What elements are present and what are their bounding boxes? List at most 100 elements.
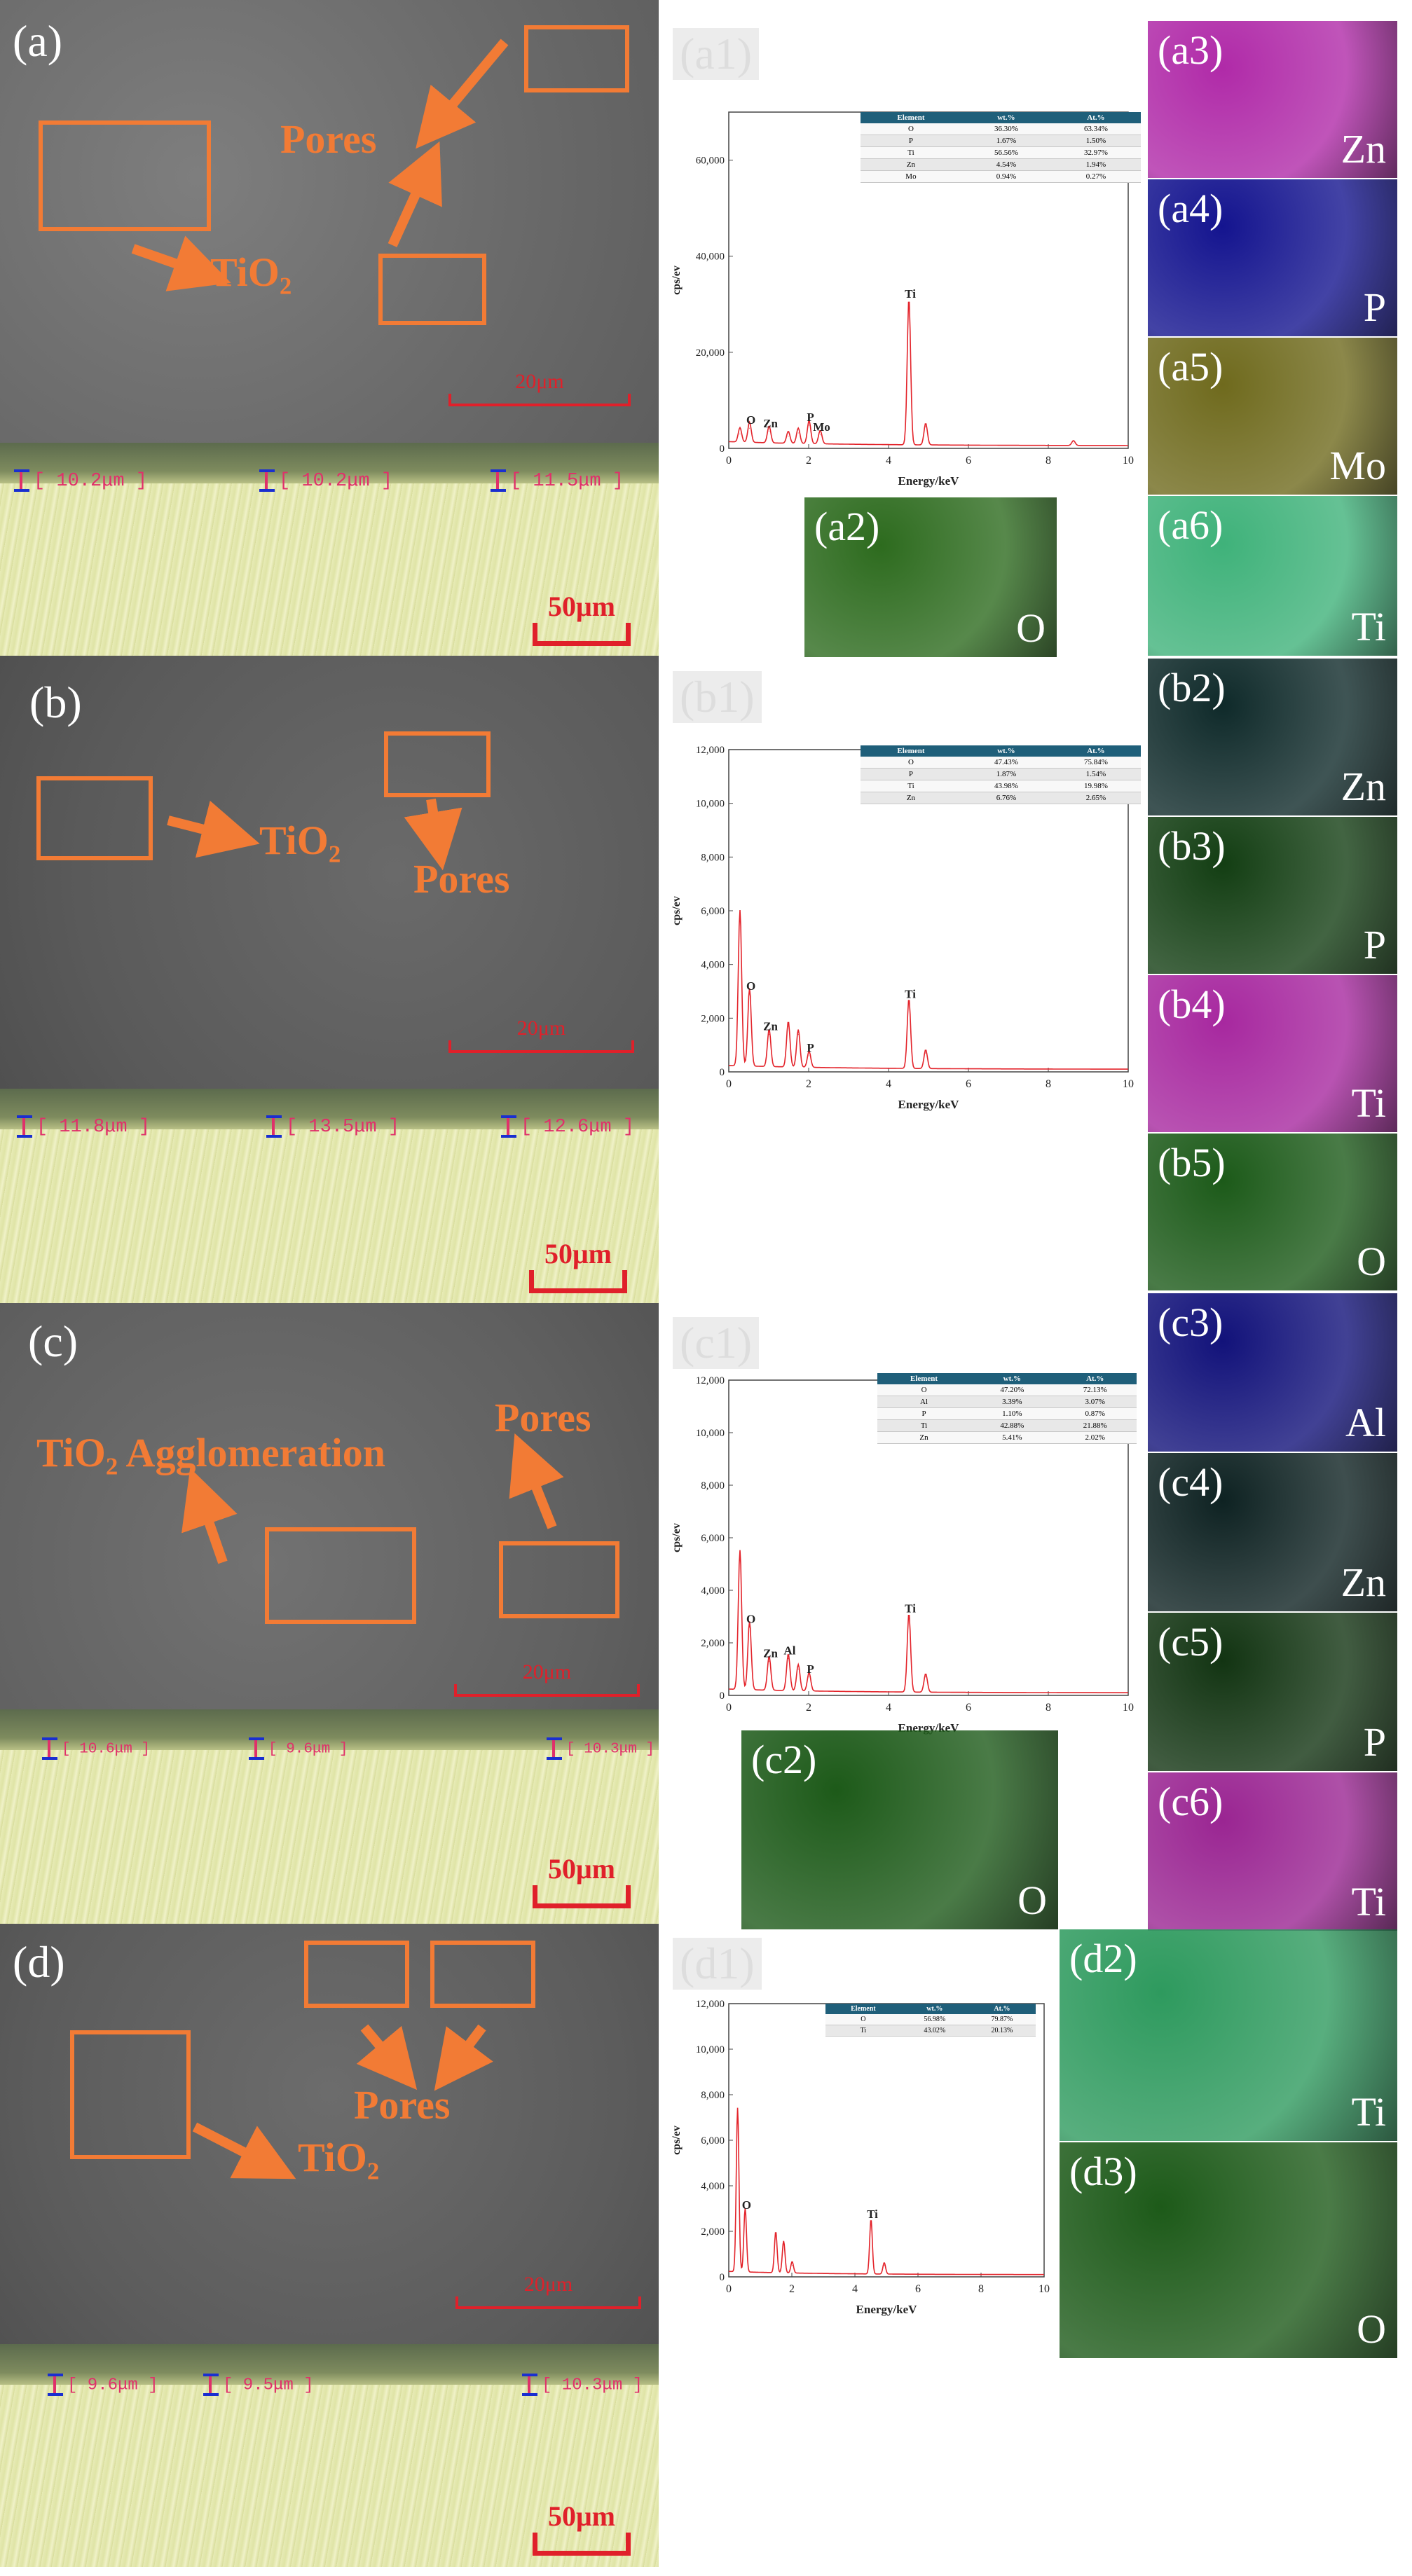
- table-header: At.%: [968, 2004, 1036, 2014]
- table-cell: 0.87%: [1053, 1407, 1137, 1420]
- thickness-icon: [14, 469, 29, 492]
- panel-label: (b1): [673, 671, 762, 723]
- peak-label: Zn: [763, 1646, 778, 1660]
- table-row: P 1.67% 1.50%: [861, 135, 1141, 147]
- peak-label: Ti: [905, 987, 916, 1000]
- highlight-box: [499, 1541, 619, 1618]
- y-tick-label: 8,000: [701, 852, 725, 863]
- peak-label: Ti: [905, 287, 916, 301]
- scale-bar: 50μm: [533, 590, 631, 646]
- table-cell: 3.39%: [971, 1396, 1054, 1408]
- map-label: (a5): [1158, 344, 1223, 390]
- thickness-marker: [ 9.5μm ]: [203, 2374, 314, 2396]
- thickness-marker: [ 10.6μm ]: [42, 1737, 150, 1760]
- highlight-box: [384, 731, 491, 797]
- x-tick-label: 0: [726, 1078, 732, 1090]
- thickness-marker: [ 10.3μm ]: [547, 1737, 654, 1760]
- map-label: (b3): [1158, 823, 1226, 869]
- table-cell: 63.34%: [1050, 123, 1141, 135]
- table-cell: 43.02%: [900, 2025, 968, 2037]
- thickness-marker: [ 9.6μm ]: [48, 2374, 158, 2396]
- peak-label: O: [742, 2198, 751, 2212]
- x-tick-label: 10: [1039, 2283, 1050, 2295]
- table-row: O 47.43% 75.84%: [861, 757, 1141, 769]
- sem-image-d: (d) Pores TiO₂ 20μm: [0, 1924, 659, 2344]
- element-map: (a2) O: [804, 497, 1057, 657]
- optical-cross-section-b: [ 11.8μm ] [ 13.5μm ] [ 12.6μm ] 50μm: [0, 1089, 659, 1303]
- thickness-icon: [491, 469, 506, 492]
- highlight-box: [524, 25, 629, 92]
- pores-annotation: Pores: [413, 856, 510, 902]
- y-tick-label: 2,000: [701, 1638, 725, 1649]
- map-element-label: Zn: [1341, 1559, 1386, 1605]
- peak-label: Al: [783, 1644, 795, 1658]
- element-map: (d3) O: [1060, 2142, 1397, 2358]
- table-cell: 56.98%: [900, 2014, 968, 2025]
- y-tick-label: 60,000: [696, 156, 725, 167]
- element-map: (a6) Ti: [1148, 496, 1397, 656]
- scale-bar-line: [529, 1270, 627, 1293]
- spectrum-peak: [737, 2112, 739, 2114]
- table-row: O 36.30% 63.34%: [861, 123, 1141, 135]
- scale-bar-label: 20μm: [522, 1660, 572, 1683]
- element-map: (c3) Al: [1148, 1293, 1397, 1452]
- map-label: (a4): [1158, 186, 1223, 231]
- thickness-marker: [ 11.5μm ]: [491, 469, 624, 492]
- scale-bar: 20μm: [448, 370, 631, 406]
- y-tick-label: 6,000: [701, 906, 725, 917]
- map-label: (d3): [1069, 2149, 1137, 2194]
- scale-bar-label: 50μm: [548, 2500, 615, 2532]
- table-header: At.%: [1050, 745, 1141, 757]
- x-tick-label: 6: [966, 1702, 971, 1714]
- panel-label: (c): [28, 1316, 78, 1366]
- tio2-agglomeration-annotation: TiO₂ Agglomeration: [36, 1430, 386, 1475]
- spectrum-peak: [791, 2265, 793, 2266]
- y-tick-label: 8,000: [701, 2090, 725, 2101]
- table-cell: Zn: [861, 158, 961, 171]
- eds-spectrum-d1: 0 2 4 6 8 10 0 2,000 4,000 6,000 8,000 10,000 12,000…: [671, 1999, 1050, 2316]
- map-element-label: Zn: [1341, 764, 1386, 809]
- table-cell: O: [877, 1384, 971, 1396]
- spectrum-line: [729, 1550, 1128, 1694]
- scale-bar-line: [533, 623, 631, 646]
- peak-label: P: [807, 1041, 814, 1054]
- scale-bar-label: 20μm: [523, 2273, 573, 2296]
- spectrum-peak: [1073, 443, 1074, 444]
- table-cell: 1.10%: [971, 1407, 1054, 1420]
- table-row: P 1.10% 0.87%: [877, 1407, 1137, 1420]
- x-axis-label: Energy/keV: [856, 2303, 918, 2316]
- thickness-icon: [501, 1115, 516, 1138]
- scale-bar: 20μm: [455, 2273, 641, 2309]
- scale-bar-line: [448, 394, 631, 406]
- element-map: (c2) O: [741, 1730, 1058, 1929]
- x-tick-label: 4: [852, 2283, 858, 2295]
- x-tick-label: 0: [726, 2283, 732, 2295]
- map-label: (b2): [1158, 665, 1226, 710]
- table-row: O 56.98% 79.87%: [825, 2014, 1036, 2025]
- spectrum-peak: [749, 993, 750, 995]
- map-element-label: Ti: [1351, 2089, 1386, 2135]
- scale-bar: 20μm: [454, 1660, 640, 1697]
- peak-label: Zn: [763, 1019, 778, 1033]
- table-row: Mo 0.94% 0.27%: [861, 170, 1141, 183]
- peak-label: P: [807, 1662, 814, 1676]
- y-tick-label: 12,000: [696, 1375, 725, 1386]
- thickness-icon: [259, 469, 275, 492]
- table-header: Element: [861, 112, 961, 123]
- map-label: (b5): [1158, 1140, 1226, 1185]
- composition-table: Element wt.% At.% O 56.98% 79.87% Ti 43.02% 20.1…: [825, 2004, 1036, 2037]
- spectrum-line: [729, 909, 1128, 1070]
- scale-bar-line: [454, 1684, 640, 1697]
- x-tick-label: 6: [966, 1078, 971, 1090]
- y-axis-label: cps/ev: [671, 266, 683, 295]
- scale-bar-line: [448, 1040, 634, 1053]
- panel-label: (d1): [673, 1938, 762, 1990]
- table-cell: Al: [877, 1396, 971, 1408]
- annotation-arrows: [181, 1433, 564, 1564]
- sem-image-b: (b) TiO₂ Pores 20μm: [0, 656, 659, 1089]
- table-cell: 72.13%: [1053, 1384, 1137, 1396]
- tio2-annotation: TiO₂: [259, 818, 341, 863]
- coating-layer: [0, 1089, 659, 1129]
- table-cell: 47.20%: [971, 1384, 1054, 1396]
- thickness-marker: [ 10.2μm ]: [14, 469, 147, 492]
